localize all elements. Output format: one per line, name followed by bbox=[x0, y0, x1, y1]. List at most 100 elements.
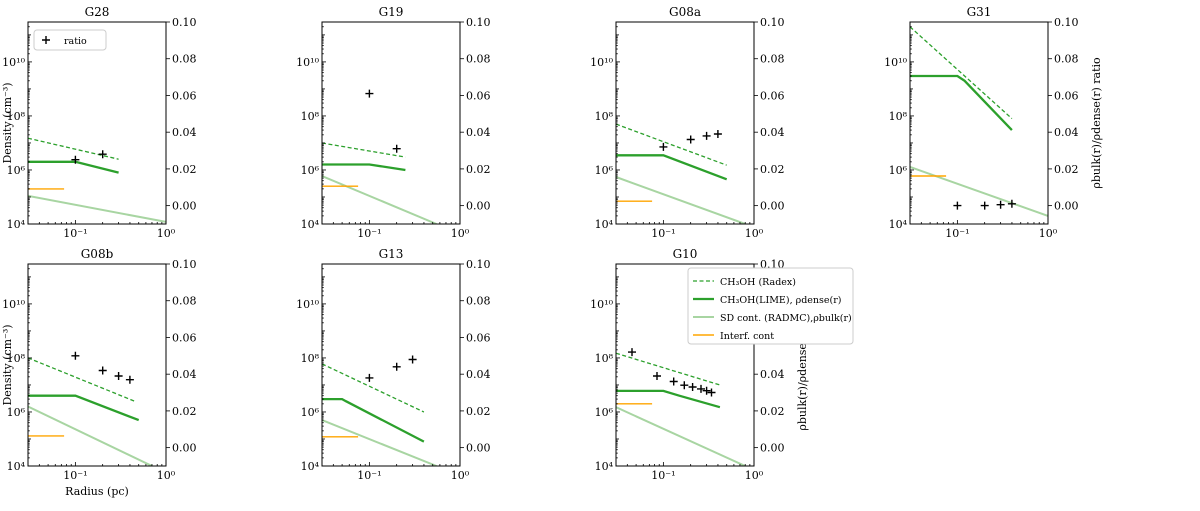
right-tick-label: 0.08 bbox=[760, 53, 785, 66]
panel-title: G19 bbox=[379, 5, 404, 19]
panel-title: G08a bbox=[669, 5, 701, 19]
y-tick-label: 10⁸ bbox=[595, 352, 614, 365]
x-tick-label: 10⁰ bbox=[157, 469, 176, 482]
y-tick-label: 10⁴ bbox=[889, 218, 908, 231]
y-tick-label: 10¹⁰ bbox=[296, 298, 319, 311]
x-tick-label: 10⁰ bbox=[451, 469, 470, 482]
right-tick-label: 0.06 bbox=[760, 89, 785, 102]
x-tick-label: 10⁻¹ bbox=[63, 469, 87, 482]
plot-area bbox=[322, 355, 437, 466]
y-tick-label: 10⁴ bbox=[595, 218, 614, 231]
radex-line bbox=[322, 363, 425, 413]
ratio-marker bbox=[408, 355, 417, 364]
axes-frame bbox=[321, 263, 461, 467]
y-tick-label: 10⁶ bbox=[7, 164, 26, 177]
panel-g08b: G08b 10⁻¹ 10⁰ 10⁴ 10⁶ 10⁸ 10¹⁰ 0.00 0.02 0.04 0.06… bbox=[1, 247, 197, 498]
radex-line bbox=[910, 26, 1013, 120]
y-tick-label: 10⁴ bbox=[301, 460, 320, 473]
plot-area bbox=[910, 26, 1048, 217]
right-tick-label: 0.08 bbox=[466, 53, 491, 66]
ratio-marker bbox=[669, 377, 678, 386]
panel-g08a: G08a 10⁻¹ 10⁰ 10⁴ 10⁶ 10⁸ 10¹⁰ 0.00 0.02 0.04 0.06… bbox=[590, 5, 784, 240]
ratio-marker bbox=[1007, 199, 1016, 208]
ratio-marker bbox=[953, 201, 962, 210]
legend-sd-label: SD cont. (RADMC),ρbulk(r) bbox=[720, 313, 852, 324]
right-tick-label: 0.02 bbox=[466, 163, 491, 176]
panel-g31: G31 10⁻¹ 10⁰ 10⁴ 10⁶ 10⁸ 10¹⁰ 0.00 0.02 0.04 0.06 0… bbox=[884, 5, 1103, 240]
y-tick-label: 10¹⁰ bbox=[590, 56, 613, 69]
y-tick-label: 10⁶ bbox=[7, 406, 26, 419]
y-tick-label: 10⁶ bbox=[301, 406, 320, 419]
x-tick-label: 10⁻¹ bbox=[357, 469, 381, 482]
right-tick-label: 0.04 bbox=[466, 126, 491, 139]
y-tick-label: 10⁸ bbox=[301, 352, 320, 365]
radex-line bbox=[616, 123, 727, 166]
right-tick-label: 0.06 bbox=[172, 89, 197, 102]
radex-line bbox=[616, 352, 721, 386]
ratio-marker bbox=[71, 351, 80, 360]
right-tick-label: 0.00 bbox=[466, 200, 491, 213]
y-axis-label: Density (cm⁻³) bbox=[1, 82, 14, 163]
right-tick-label: 0.00 bbox=[760, 200, 785, 213]
y-tick-label: 10⁸ bbox=[889, 110, 908, 123]
x-tick-label: 10⁰ bbox=[157, 227, 176, 240]
ratio-marker bbox=[702, 386, 711, 395]
y-tick-label: 10⁸ bbox=[7, 352, 26, 365]
y-tick-label: 10¹⁰ bbox=[2, 298, 25, 311]
y-tick-label: 10¹⁰ bbox=[2, 56, 25, 69]
ratio-marker bbox=[392, 144, 401, 153]
x-tick-label: 10⁰ bbox=[1039, 227, 1058, 240]
plot-area bbox=[616, 123, 746, 224]
ratio-marker bbox=[125, 375, 134, 384]
lime-line bbox=[910, 74, 1013, 131]
axes-frame bbox=[909, 21, 1049, 225]
y-tick-label: 10⁸ bbox=[595, 110, 614, 123]
legend-ratio-label: ratio bbox=[64, 36, 87, 47]
right-tick-label: 0.06 bbox=[1054, 89, 1079, 102]
right-tick-label: 0.10 bbox=[172, 258, 197, 271]
ratio-marker bbox=[653, 372, 661, 380]
right-tick-label: 0.10 bbox=[760, 16, 785, 29]
lime-line bbox=[616, 389, 721, 409]
x-tick-label: 10⁰ bbox=[745, 469, 764, 482]
legend-ratio-marker bbox=[42, 36, 50, 44]
sd-cont-line bbox=[322, 175, 437, 224]
ratio-marker bbox=[98, 366, 107, 375]
y-tick-label: 10⁶ bbox=[595, 164, 614, 177]
legend-radex-label: CH₃OH (Radex) bbox=[720, 277, 796, 288]
ratio-marker bbox=[686, 135, 695, 144]
right-tick-label: 0.08 bbox=[1054, 53, 1079, 66]
panel-title: G31 bbox=[967, 5, 992, 19]
x-tick-label: 10⁻¹ bbox=[357, 227, 381, 240]
sd-cont-line bbox=[322, 419, 437, 466]
right-tick-label: 0.00 bbox=[760, 442, 785, 455]
sd-cont-line bbox=[28, 194, 166, 223]
right-tick-label: 0.08 bbox=[466, 295, 491, 308]
panel-title: G28 bbox=[85, 5, 110, 19]
x-tick-label: 10⁰ bbox=[745, 227, 764, 240]
legend-box bbox=[33, 29, 107, 51]
ratio-marker bbox=[996, 200, 1005, 209]
plot-area bbox=[322, 89, 437, 224]
right-tick-label: 0.00 bbox=[172, 200, 197, 213]
right-tick-label: 0.10 bbox=[466, 258, 491, 271]
right-tick-label: 0.04 bbox=[760, 126, 785, 139]
ratio-marker bbox=[71, 155, 80, 164]
right-tick-label: 0.06 bbox=[466, 89, 491, 102]
right-tick-label: 0.10 bbox=[466, 16, 491, 29]
right-tick-label: 0.10 bbox=[1054, 16, 1079, 29]
y-axis-label: Density (cm⁻³) bbox=[1, 324, 14, 405]
y-tick-label: 10¹⁰ bbox=[884, 56, 907, 69]
right-tick-label: 0.04 bbox=[760, 368, 785, 381]
lime-line bbox=[616, 154, 728, 181]
axes-frame bbox=[615, 21, 755, 225]
ratio-marker bbox=[659, 142, 668, 151]
right-axis-label: ρbulk(r)/ρdense(r) ratio bbox=[1090, 57, 1103, 189]
y-tick-label: 10⁴ bbox=[301, 218, 320, 231]
right-tick-label: 0.02 bbox=[760, 163, 785, 176]
lime-line bbox=[28, 160, 119, 174]
lime-line bbox=[28, 394, 140, 422]
panel-title: G10 bbox=[673, 247, 698, 261]
ratio-marker bbox=[114, 372, 123, 380]
